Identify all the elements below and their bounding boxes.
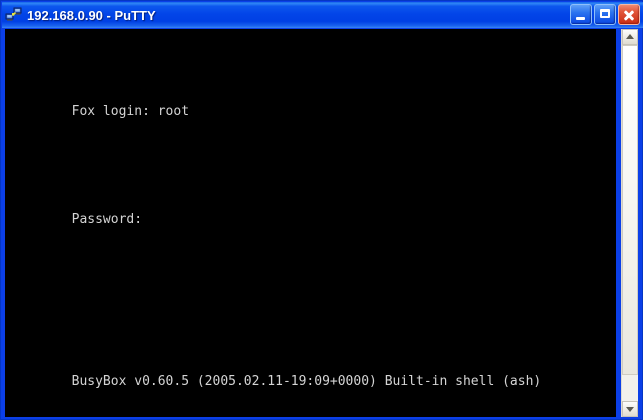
terminal-line-blank-1: [9, 139, 580, 157]
terminal-area[interactable]: Fox login: root Password: BusyBox v0.60.…: [5, 29, 616, 417]
putty-network-icon: [5, 6, 23, 24]
maximize-button[interactable]: [594, 4, 616, 25]
terminal-line-help: Enter 'help' for a list of built-in comm…: [9, 409, 580, 417]
chevron-up-icon: [626, 34, 634, 39]
close-button[interactable]: [618, 4, 640, 25]
password-text: Password:: [71, 212, 143, 227]
scrollbar[interactable]: [621, 29, 638, 417]
terminal-screen: Fox login: root Password: BusyBox v0.60.…: [9, 31, 580, 417]
terminal-line-login: Fox login: root: [9, 85, 580, 119]
chevron-down-icon: [626, 407, 634, 412]
title-bar[interactable]: 192.168.0.90 - PuTTY: [2, 2, 643, 28]
scroll-up-arrow[interactable]: [622, 29, 638, 45]
terminal-line-busybox: BusyBox v0.60.5 (2005.02.11-19:09+0000) …: [9, 355, 580, 389]
scrollbar-thumb[interactable]: [622, 45, 638, 375]
terminal-line-blank-3: [9, 301, 580, 319]
busybox-banner-text: BusyBox v0.60.5 (2005.02.11-19:09+0000) …: [71, 374, 542, 389]
window-title: 192.168.0.90 - PuTTY: [27, 7, 156, 23]
minimize-button[interactable]: [570, 4, 592, 25]
window-controls: [570, 4, 640, 25]
minimize-icon: [576, 17, 585, 20]
terminal-line-password: Password:: [9, 193, 580, 227]
scroll-down-arrow[interactable]: [622, 401, 638, 417]
terminal-line-blank-2: [9, 247, 580, 265]
maximize-icon: [600, 9, 610, 18]
login-text: Fox login: root: [71, 104, 190, 119]
